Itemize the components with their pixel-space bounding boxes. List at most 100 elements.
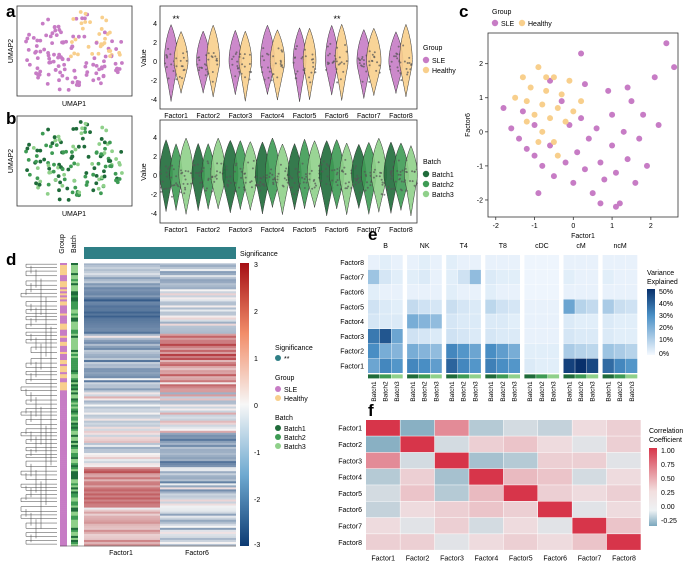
d-batch-cell [71,404,78,407]
violin-point [405,171,408,174]
e-cell [446,329,458,344]
umap-b-point [62,177,67,182]
violin-point [248,78,251,81]
d-cell [160,283,236,286]
e-colorbar-10: 10% [659,337,673,344]
violin-point [375,175,378,178]
d-group-cell [60,497,67,500]
violin-point [261,71,264,74]
f-colorbar-100: 1.00 [661,448,675,455]
d-cell [160,351,236,355]
scatter-c-point [543,74,550,81]
d-cell [84,507,160,510]
e-batch-swatch [614,374,626,379]
scatter-c-point [609,111,616,118]
violin-point [331,169,334,172]
violin-point [363,63,366,66]
d-cell [160,299,236,302]
d-cell [160,471,236,474]
violin-point [405,159,408,162]
d-cell [84,343,160,347]
e-cell [626,314,638,329]
d-cell [84,418,160,421]
e-cell [485,358,497,373]
umap-b-point [76,144,81,149]
violin-point [361,80,364,83]
violin-point [250,70,253,73]
umap-b-point [70,190,75,195]
d-batch-cell [71,465,78,468]
violin-point [279,163,282,166]
e-cell [430,314,442,329]
umap-b-point [73,185,78,190]
d-group-cell [60,448,67,452]
umap-a-points [24,10,124,92]
violin-point [236,64,239,67]
violin-point [347,181,350,184]
e-colorbar-title-2: Explained [647,279,678,286]
umap-b-point [57,197,62,202]
umap-b-point [60,167,65,172]
umap-a-point [70,44,75,49]
violin-point [312,61,315,64]
d-cell [160,355,236,359]
violin-point [243,188,246,191]
d-group-cell [60,273,67,276]
umap-a-point [51,59,56,64]
d-cell [160,289,236,292]
violin-point [164,165,167,168]
violin-point [175,182,178,185]
d-cell [84,529,160,533]
umap-a-point [24,39,28,44]
violin-point [335,173,338,176]
violin-point [239,53,242,56]
d-cell [84,279,160,282]
violin-point [276,76,279,79]
d-cell [84,339,160,343]
d-cell [84,535,160,539]
e-batch-swatch [391,374,403,379]
d-cell [84,291,160,294]
d-cell [160,531,236,535]
violin-point [167,167,170,170]
violin-point [216,170,219,173]
d-group-cell [60,378,67,381]
e-cell [379,314,391,329]
umap-b-point [50,141,55,146]
d-cell [84,527,160,531]
d-legend-batch-title: Batch [275,415,293,422]
violin-xlabel: Factor5 [293,113,317,120]
umap-a-point [119,39,124,44]
scatter-c-point [628,98,635,105]
legend-group-a: Group SLE Healthy [422,45,456,75]
d-cell [160,499,236,502]
e-batch-label: Batch1 [449,381,456,402]
d-group-cell [60,473,67,476]
violin-point [373,171,376,174]
e-cell [524,284,536,299]
e-batch-label: Batch2 [578,381,585,402]
e-cell [497,314,509,329]
d-cell [84,420,160,423]
umap-b-point [86,154,91,159]
d-cell [160,450,236,454]
violin-point [366,181,369,184]
umap-a-point [84,61,89,65]
f-cell [469,452,504,469]
violin-point [266,52,269,55]
d-group-cell [60,406,67,409]
d-group-cell [60,307,67,310]
d-annotation-batch-label: Batch [71,235,78,253]
e-cell [391,343,403,359]
d-cell [160,333,236,337]
e-cell [536,358,548,373]
d-group-cell [60,366,67,369]
d-group-cell [60,461,67,464]
d-group-cell [60,499,67,502]
d-group-cell [60,414,67,417]
d-cell [160,491,236,494]
violin-point [231,63,234,66]
violin-point [314,68,317,71]
violin-point [238,186,241,189]
d-batch-cell [71,543,78,547]
